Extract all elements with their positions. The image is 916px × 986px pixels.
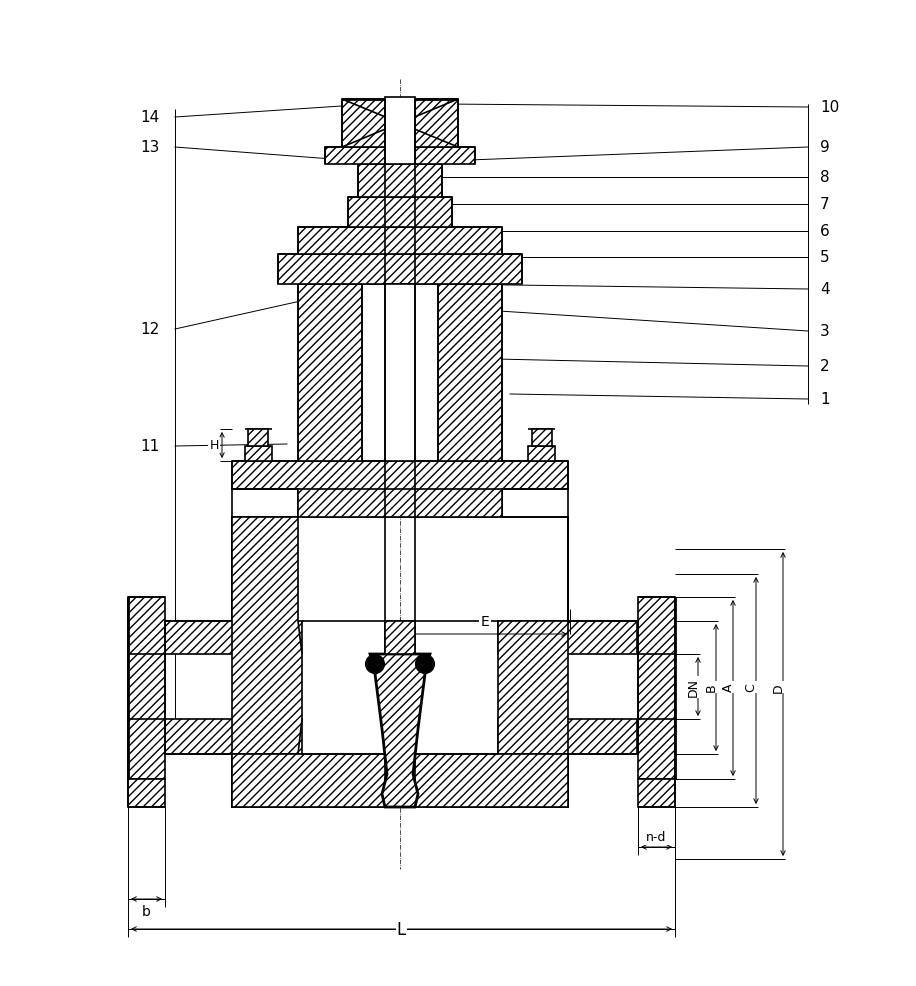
Text: 5: 5 [820, 250, 830, 265]
Text: H: H [210, 439, 219, 452]
Polygon shape [232, 518, 302, 754]
Circle shape [416, 656, 434, 673]
Polygon shape [348, 198, 452, 228]
Polygon shape [248, 430, 268, 447]
Polygon shape [528, 447, 555, 461]
Text: L: L [397, 920, 406, 938]
Bar [385, 98, 415, 165]
Text: 12: 12 [141, 322, 160, 337]
Text: 1: 1 [820, 392, 830, 407]
Circle shape [366, 656, 384, 673]
Polygon shape [638, 779, 675, 808]
Polygon shape [498, 719, 637, 754]
Polygon shape [370, 655, 430, 808]
Polygon shape [232, 461, 568, 518]
Polygon shape [498, 518, 568, 754]
Text: 6: 6 [820, 224, 830, 240]
Text: 10: 10 [820, 101, 839, 115]
Text: 11: 11 [141, 439, 160, 454]
Polygon shape [298, 285, 362, 461]
Polygon shape [298, 228, 502, 254]
Text: 3: 3 [820, 324, 830, 339]
Text: C: C [745, 683, 758, 691]
Polygon shape [498, 621, 637, 655]
Text: 13: 13 [141, 140, 160, 156]
Text: 8: 8 [820, 171, 830, 185]
Polygon shape [232, 754, 568, 808]
Polygon shape [532, 430, 552, 447]
Text: 4: 4 [820, 282, 830, 297]
Polygon shape [325, 148, 475, 165]
Polygon shape [438, 285, 502, 461]
Polygon shape [385, 621, 415, 655]
Bar [385, 285, 415, 461]
Text: E: E [481, 614, 489, 628]
Text: n-d: n-d [647, 830, 667, 844]
Polygon shape [245, 447, 272, 461]
Text: 2: 2 [820, 359, 830, 374]
Polygon shape [358, 165, 442, 198]
Polygon shape [278, 254, 522, 285]
Text: 14: 14 [141, 110, 160, 125]
Text: DN: DN [686, 677, 700, 697]
Polygon shape [342, 100, 458, 148]
Text: 9: 9 [820, 140, 830, 156]
Polygon shape [165, 621, 302, 655]
Polygon shape [128, 598, 165, 779]
Text: b: b [142, 904, 151, 918]
Text: 7: 7 [820, 197, 830, 212]
Text: D: D [771, 682, 784, 692]
Polygon shape [165, 719, 302, 754]
Polygon shape [638, 598, 675, 779]
Text: A: A [722, 683, 735, 691]
Polygon shape [128, 779, 165, 808]
Polygon shape [165, 489, 638, 808]
Text: B: B [704, 683, 717, 691]
